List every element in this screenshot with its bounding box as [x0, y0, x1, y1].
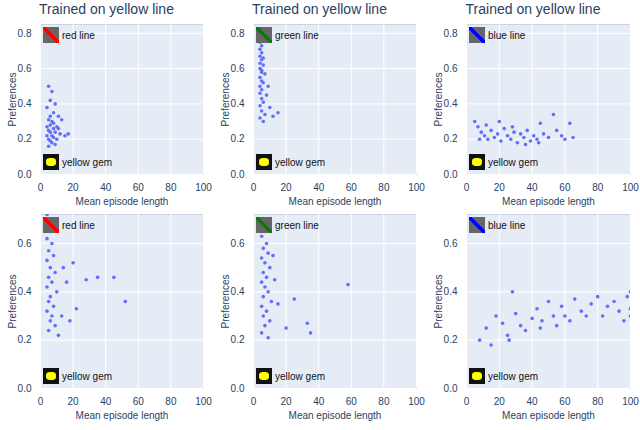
- svg-text:0.8: 0.8: [231, 28, 245, 39]
- svg-text:0.2: 0.2: [18, 334, 32, 345]
- svg-text:0.4: 0.4: [18, 286, 32, 297]
- html-text:yellow gem: yellow gem: [488, 156, 538, 168]
- svg-text:Mean episode length: Mean episode length: [502, 196, 595, 207]
- svg-text:0.0: 0.0: [18, 169, 32, 180]
- svg-text:Preferences: Preferences: [433, 275, 444, 329]
- svg-text:Mean episode length: Mean episode length: [502, 410, 595, 421]
- svg-text:100: 100: [408, 396, 425, 407]
- svg-text:40: 40: [313, 396, 325, 407]
- svg-text:Mean episode length: Mean episode length: [76, 196, 169, 207]
- svg-text:Preferences: Preferences: [220, 73, 231, 127]
- svg-text:0.4: 0.4: [231, 98, 245, 109]
- svg-text:0: 0: [251, 396, 257, 407]
- svg-text:60: 60: [133, 182, 145, 193]
- svg-text:100: 100: [622, 182, 639, 193]
- svg-text:0.2: 0.2: [231, 334, 245, 345]
- svg-text:0.2: 0.2: [444, 334, 458, 345]
- svg-text:20: 20: [68, 182, 80, 193]
- svg-text:40: 40: [313, 182, 325, 193]
- svg-text:0.4: 0.4: [18, 98, 32, 109]
- svg-text:0.6: 0.6: [18, 238, 32, 249]
- svg-text:0.6: 0.6: [444, 63, 458, 74]
- html-text:blue line: blue line: [488, 29, 526, 41]
- svg-text:80: 80: [378, 396, 390, 407]
- svg-text:Preferences: Preferences: [7, 275, 18, 329]
- svg-text:60: 60: [346, 182, 358, 193]
- svg-text:Preferences: Preferences: [7, 73, 18, 127]
- html-text:Trained on yellow line: Trained on yellow line: [465, 1, 601, 17]
- svg-text:0.4: 0.4: [444, 98, 458, 109]
- html-text:red line: red line: [62, 29, 95, 41]
- svg-text:0.6: 0.6: [231, 63, 245, 74]
- html-text:yellow gem: yellow gem: [62, 370, 112, 382]
- svg-text:0.2: 0.2: [18, 133, 32, 144]
- svg-text:60: 60: [559, 182, 571, 193]
- html-text:Trained on yellow line: Trained on yellow line: [252, 1, 387, 17]
- svg-text:100: 100: [195, 182, 212, 193]
- svg-text:20: 20: [68, 396, 80, 407]
- svg-text:0.4: 0.4: [444, 286, 458, 297]
- svg-text:40: 40: [527, 182, 539, 193]
- html-text:yellow gem: yellow gem: [488, 370, 538, 382]
- svg-text:20: 20: [281, 396, 293, 407]
- svg-text:0.0: 0.0: [231, 383, 245, 394]
- svg-text:40: 40: [527, 396, 539, 407]
- svg-text:100: 100: [408, 182, 425, 193]
- svg-text:0.8: 0.8: [444, 28, 458, 39]
- html-text:yellow gem: yellow gem: [62, 156, 112, 168]
- svg-text:Preferences: Preferences: [220, 275, 231, 329]
- svg-text:0.0: 0.0: [231, 169, 245, 180]
- html-text:yellow gem: yellow gem: [275, 370, 325, 382]
- svg-text:80: 80: [592, 396, 604, 407]
- svg-text:0.8: 0.8: [18, 28, 32, 39]
- svg-text:0: 0: [38, 396, 44, 407]
- svg-text:0: 0: [251, 182, 257, 193]
- html-text:blue line: blue line: [488, 219, 526, 231]
- svg-text:80: 80: [592, 182, 604, 193]
- svg-text:0.6: 0.6: [18, 63, 32, 74]
- html-text:yellow gem: yellow gem: [275, 156, 325, 168]
- svg-text:0: 0: [38, 182, 44, 193]
- html-text:red line: red line: [62, 219, 95, 231]
- svg-text:100: 100: [195, 396, 212, 407]
- svg-text:60: 60: [346, 396, 358, 407]
- svg-text:0.2: 0.2: [444, 133, 458, 144]
- svg-text:40: 40: [100, 396, 112, 407]
- html-text:green line: green line: [275, 29, 319, 41]
- svg-text:0.0: 0.0: [444, 169, 458, 180]
- svg-text:0.6: 0.6: [231, 238, 245, 249]
- svg-text:Mean episode length: Mean episode length: [289, 410, 382, 421]
- svg-text:0: 0: [464, 396, 470, 407]
- html-text:Trained on yellow line: Trained on yellow line: [39, 1, 174, 17]
- svg-text:60: 60: [559, 396, 571, 407]
- svg-text:0.2: 0.2: [231, 133, 245, 144]
- svg-text:100: 100: [622, 396, 639, 407]
- svg-text:Preferences: Preferences: [433, 73, 444, 127]
- svg-text:20: 20: [494, 182, 506, 193]
- svg-text:0.4: 0.4: [231, 286, 245, 297]
- svg-text:0.6: 0.6: [444, 238, 458, 249]
- svg-text:Mean episode length: Mean episode length: [76, 410, 169, 421]
- svg-text:80: 80: [165, 182, 177, 193]
- svg-text:40: 40: [100, 182, 112, 193]
- svg-text:20: 20: [281, 182, 293, 193]
- svg-text:0.0: 0.0: [18, 383, 32, 394]
- svg-text:0.0: 0.0: [444, 383, 458, 394]
- svg-text:Mean episode length: Mean episode length: [289, 196, 382, 207]
- svg-text:60: 60: [133, 396, 145, 407]
- svg-text:80: 80: [378, 182, 390, 193]
- svg-text:20: 20: [494, 396, 506, 407]
- svg-text:80: 80: [165, 396, 177, 407]
- svg-text:0: 0: [464, 182, 470, 193]
- html-text:green line: green line: [275, 219, 319, 231]
